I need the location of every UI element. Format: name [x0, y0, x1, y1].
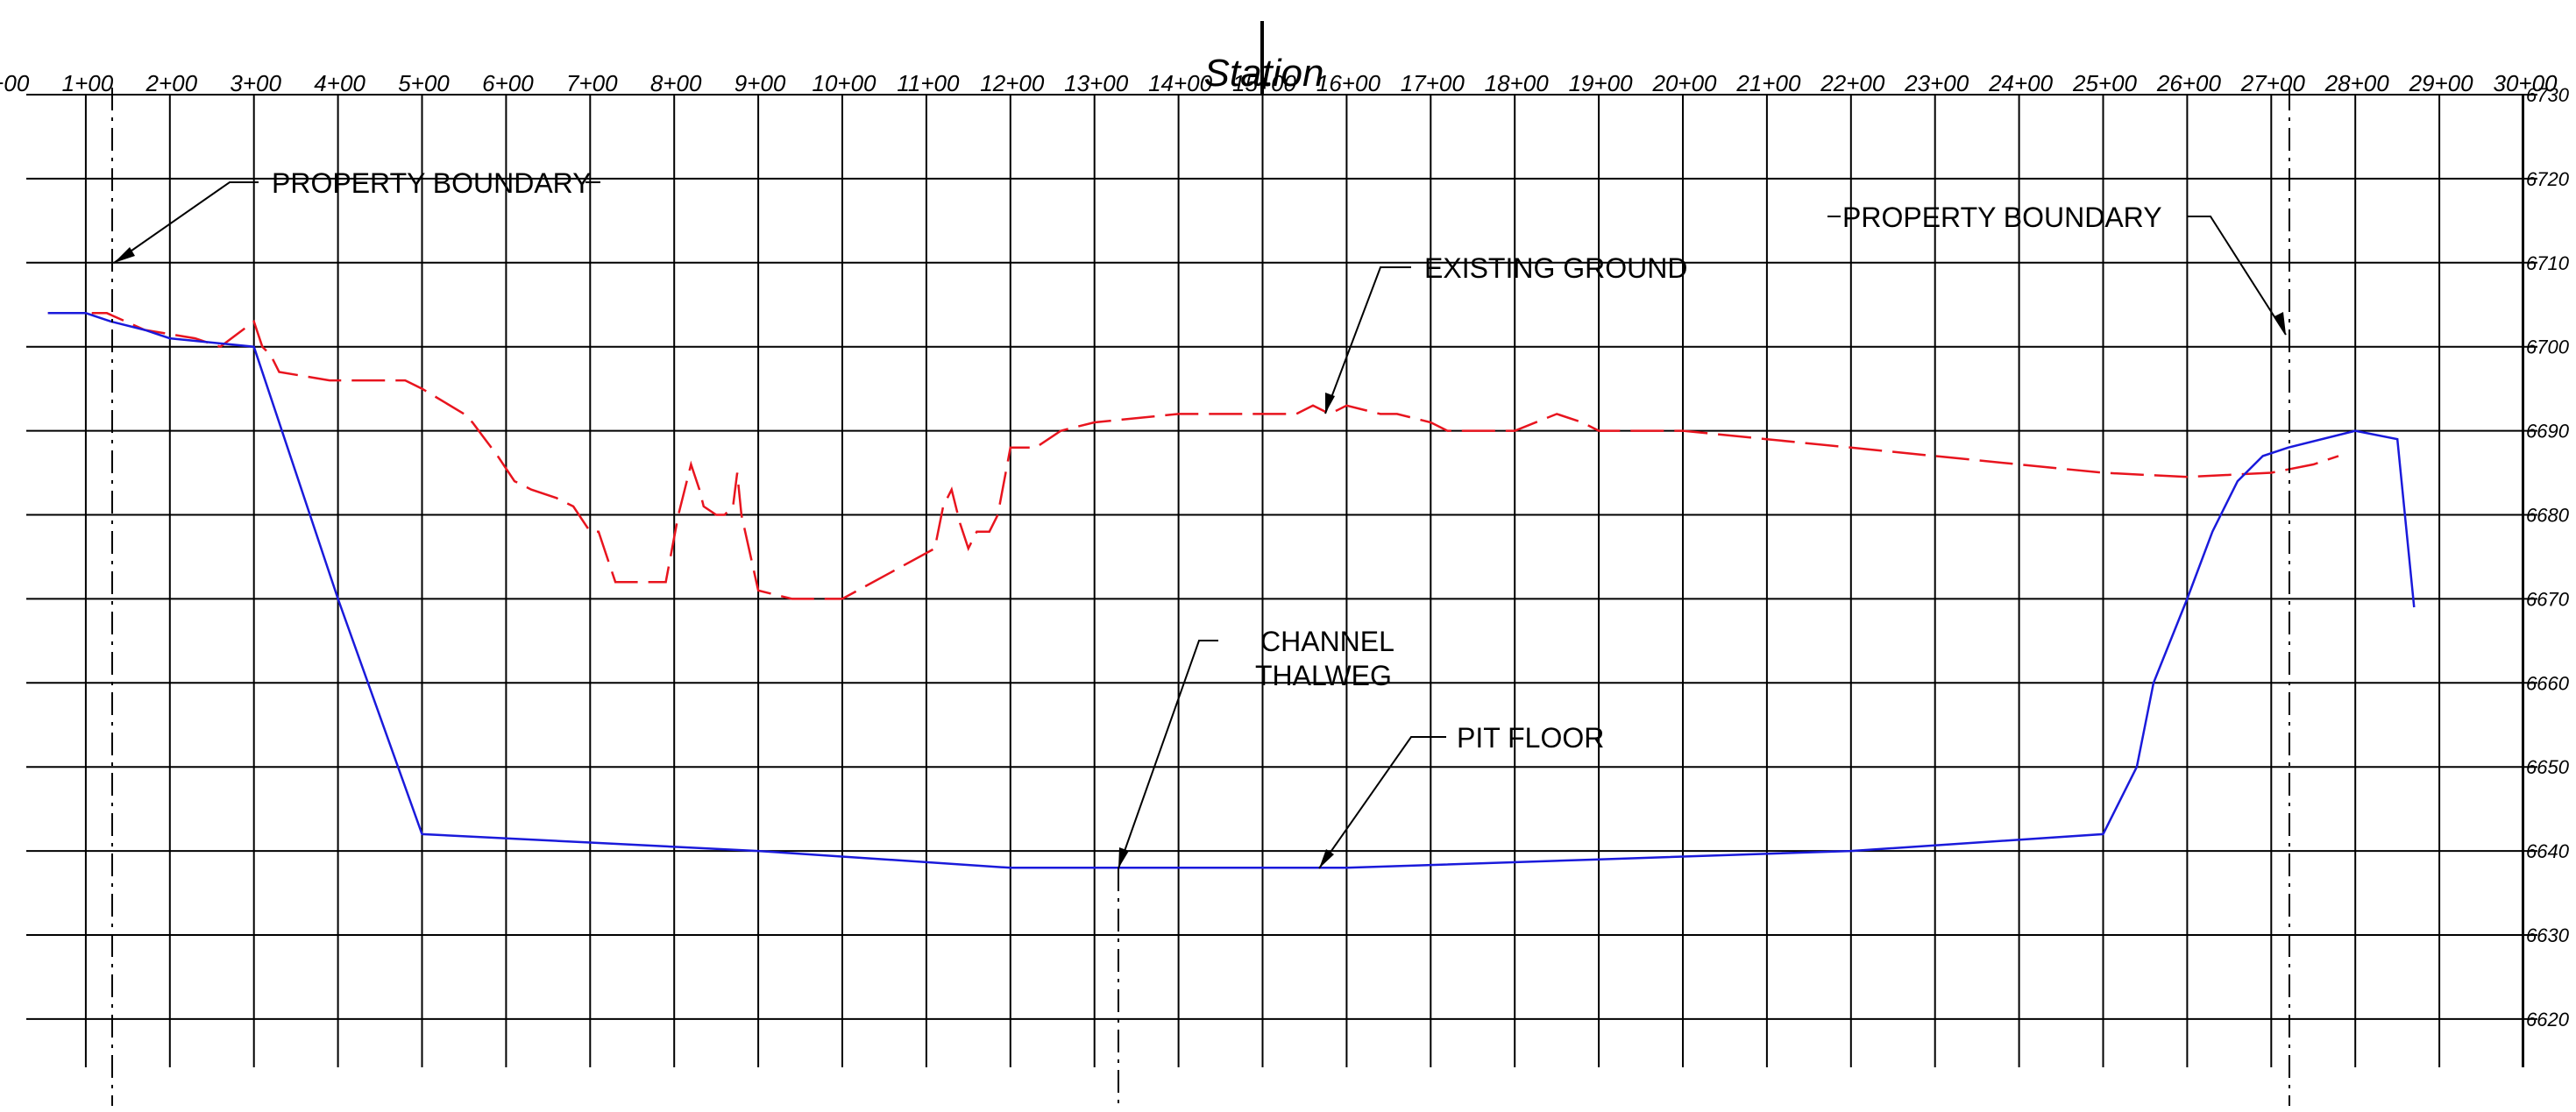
x-tick-label: 17+00: [1401, 70, 1465, 96]
x-tick-label: 25+00: [2072, 70, 2138, 96]
x-tick-label: 23+00: [1904, 70, 1969, 96]
x-tick-label: 11+00: [897, 70, 960, 96]
pit-floor-line: [47, 312, 2416, 869]
annotation-channel-thalweg: CHANNEL THALWEG: [1118, 626, 1394, 869]
x-tick-label: 12+00: [980, 70, 1045, 96]
x-tick-label: 27+00: [2240, 70, 2306, 96]
x-tick-label: 18+00: [1485, 70, 1550, 96]
x-tick-label: 10+00: [812, 70, 876, 96]
property-boundary-right-label: PROPERTY BOUNDARY: [1842, 202, 2162, 233]
x-tick-label: 15+00: [1232, 70, 1297, 96]
x-tick-label: 13+00: [1064, 70, 1129, 96]
y-tick-label: 6700: [2526, 336, 2570, 358]
x-tick-label: 19+00: [1569, 70, 1634, 96]
x-tick-label: 26+00: [2156, 70, 2222, 96]
property-boundary-left-label: PROPERTY BOUNDARY: [272, 167, 592, 199]
chart-title: Station: [1204, 52, 1324, 95]
x-tick-label: 30+00: [2493, 70, 2558, 96]
channel-thalweg-label-1: CHANNEL: [1260, 626, 1394, 657]
x-tick-label: 22+00: [1820, 70, 1885, 96]
y-tick-label: 6680: [2526, 505, 2570, 527]
x-tick-label: 16+00: [1316, 70, 1381, 96]
x-tick-label: 14+00: [1148, 70, 1213, 96]
x-tick-label: 4+00: [314, 70, 365, 96]
x-tick-label: 21+00: [1735, 70, 1801, 96]
boundary-lines: [111, 88, 2290, 1106]
x-tick-label: 20+00: [1651, 70, 1717, 96]
x-tick-label: 5+00: [398, 70, 450, 96]
annotation-existing-ground: EXISTING GROUND: [1324, 252, 1687, 414]
x-tick-label: 3+00: [230, 70, 281, 96]
x-tick-label: 1+00: [62, 70, 114, 96]
x-tick-label: 6+00: [482, 70, 534, 96]
x-tick-label: 29+00: [2409, 70, 2474, 96]
existing-ground-line: [47, 312, 2339, 600]
grid: [26, 94, 2537, 1067]
y-tick-label: 6710: [2526, 252, 2570, 274]
existing-ground-label: EXISTING GROUND: [1424, 252, 1687, 284]
y-tick-label: 6630: [2526, 924, 2570, 946]
x-tick-label: 0+00: [0, 70, 30, 96]
x-axis-ticks: 0+00 1+00 2+00 3+00 4+00 5+00 6+00 7+00 8+00 9+00…: [0, 70, 2558, 96]
series-lines: [47, 312, 2416, 869]
x-tick-label: 24+00: [1988, 70, 2054, 96]
y-tick-label: 6620: [2526, 1009, 2570, 1031]
x-tick-label: 2+00: [145, 70, 198, 96]
channel-thalweg-label-2: THALWEG: [1255, 660, 1392, 691]
x-tick-label: 8+00: [650, 70, 702, 96]
y-tick-label: 6670: [2526, 588, 2570, 610]
x-tick-label: 7+00: [566, 70, 618, 96]
annotation-property-boundary-right: PROPERTY BOUNDARY: [1827, 202, 2287, 336]
y-tick-label: 6660: [2526, 672, 2570, 694]
y-tick-label: 6720: [2526, 168, 2570, 190]
y-tick-label: 6690: [2526, 421, 2570, 443]
pit-floor-label: PIT FLOOR: [1457, 722, 1604, 754]
x-tick-label: 9+00: [734, 70, 786, 96]
y-tick-label: 6640: [2526, 840, 2570, 862]
annotation-property-boundary-left: PROPERTY BOUNDARY: [113, 167, 600, 264]
x-tick-label: 28+00: [2324, 70, 2390, 96]
y-tick-label: 6730: [2526, 84, 2570, 106]
annotation-pit-floor: PIT FLOOR: [1318, 722, 1604, 869]
y-axis-ticks: 6620 6630 6640 6650 6660 6670 6680 6690 6700 6710…: [2526, 84, 2570, 1031]
y-tick-label: 6650: [2526, 756, 2570, 778]
